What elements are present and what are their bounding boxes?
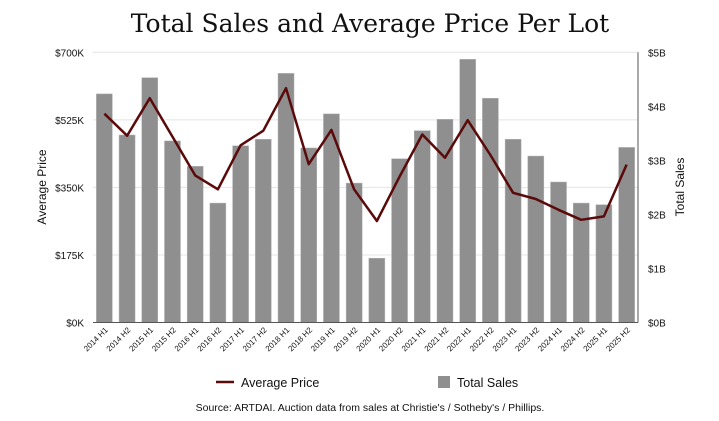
y-left-tick-label: $175K <box>55 251 84 262</box>
y-right-tick-label: $4B <box>648 102 666 113</box>
bar-total-sales <box>164 140 181 323</box>
legend-total-sales: Total Sales <box>457 376 518 390</box>
bar-total-sales <box>550 181 567 323</box>
y-right-tick-label: $0B <box>648 319 666 330</box>
bar-total-sales <box>595 204 613 323</box>
y-left-tick-label: $700K <box>55 48 84 59</box>
bar-total-sales <box>459 59 476 323</box>
legend-bar-swatch <box>438 376 450 388</box>
y-right-tick-label: $5B <box>648 48 666 59</box>
bar-total-sales <box>527 155 545 323</box>
y-right-tick-label: $3B <box>648 156 666 167</box>
line-average-price <box>103 86 628 223</box>
bar-total-sales <box>504 139 522 323</box>
y-left-tick-label: $525K <box>55 116 84 127</box>
y-axis-left-label: Average Price <box>35 149 49 224</box>
y-left-tick-label: $350K <box>55 183 84 194</box>
bar-total-sales <box>96 93 113 323</box>
bar-total-sales <box>186 166 204 323</box>
y-right-tick-label: $1B <box>648 264 666 275</box>
source-note: Source: ARTDAI. Auction data from sales … <box>196 402 545 414</box>
bar-total-sales <box>255 139 272 323</box>
bar-total-sales <box>300 147 317 323</box>
y-axis-right-label: Total Sales <box>673 158 687 217</box>
x-tick-label: 2025 H2 <box>604 325 632 353</box>
bar-total-sales <box>618 147 635 323</box>
chart-title: Total Sales and Average Price Per Lot <box>131 9 609 38</box>
bar-total-sales <box>368 257 386 323</box>
y-left-tick-label: $0K <box>66 319 84 330</box>
legend: Average Price Total Sales <box>216 376 518 390</box>
bar-total-sales <box>482 97 499 323</box>
bar-total-sales <box>232 145 249 323</box>
legend-average-price: Average Price <box>241 376 319 390</box>
bar-total-sales <box>209 202 227 323</box>
bar-total-sales <box>141 77 159 323</box>
bar-total-sales <box>345 182 363 323</box>
bar-total-sales <box>118 134 136 323</box>
y-right-tick-label: $2B <box>648 210 666 221</box>
bar-total-sales <box>414 130 431 323</box>
bar-total-sales <box>391 158 408 323</box>
